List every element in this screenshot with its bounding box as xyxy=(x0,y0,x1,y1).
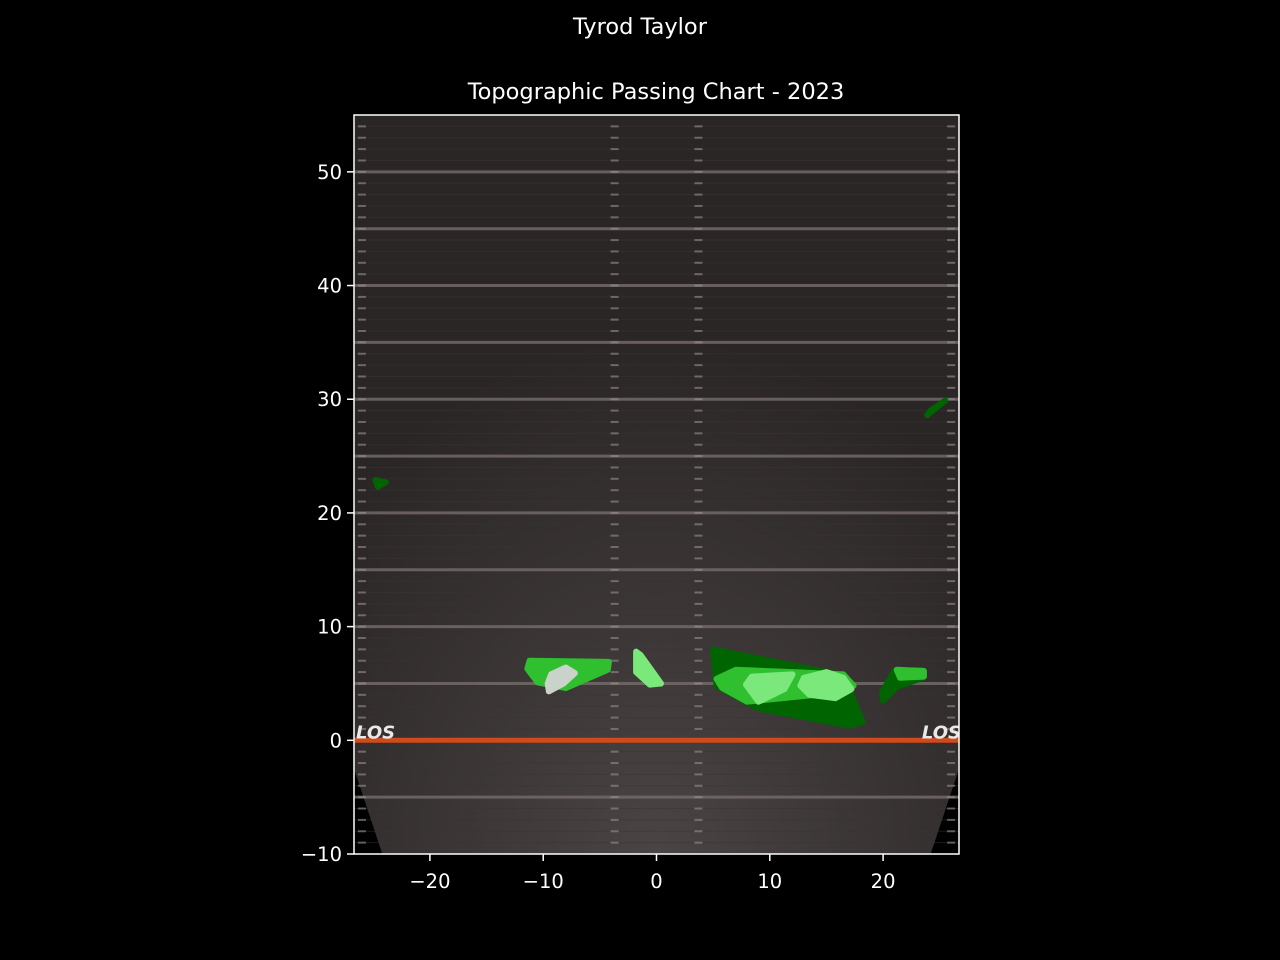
x-axis: −20 −10 0 10 20 xyxy=(409,854,896,893)
figure-suptitle: Tyrod Taylor xyxy=(573,14,707,40)
x-tick-label: 20 xyxy=(871,870,896,893)
plot-area: LOS LOS xyxy=(354,115,961,854)
y-tick-label: 20 xyxy=(317,502,342,525)
contour-layer xyxy=(372,397,949,729)
y-tick-label: −10 xyxy=(301,843,342,866)
field-corner-left xyxy=(354,768,383,854)
los-label-right: LOS xyxy=(922,722,961,743)
contour-level-3 xyxy=(797,669,855,702)
y-tick-label: 50 xyxy=(317,161,342,184)
x-tick-label: 0 xyxy=(650,870,662,893)
y-tick-label: 40 xyxy=(317,275,342,298)
contour-level-2 xyxy=(893,666,927,681)
contour-level-4 xyxy=(544,664,578,695)
field-background xyxy=(354,115,959,854)
los-label-left: LOS xyxy=(356,722,395,743)
x-tick-label: 10 xyxy=(757,870,782,893)
x-tick-label: −10 xyxy=(523,870,564,893)
field-corner-right xyxy=(930,768,959,854)
y-tick-label: 0 xyxy=(330,729,342,752)
field-markings: LOS LOS xyxy=(354,125,961,854)
contour-level-3 xyxy=(743,671,796,705)
x-tick-label: −20 xyxy=(409,870,450,893)
contour-level-1 xyxy=(372,477,389,490)
y-tick-label: 10 xyxy=(317,616,342,639)
chart-title: Topographic Passing Chart - 2023 xyxy=(467,79,845,105)
contour-level-1 xyxy=(924,397,949,419)
contour-level-3 xyxy=(633,648,664,688)
y-tick-label: 30 xyxy=(317,388,342,411)
y-axis: −10 0 10 20 30 40 50 xyxy=(301,161,354,866)
